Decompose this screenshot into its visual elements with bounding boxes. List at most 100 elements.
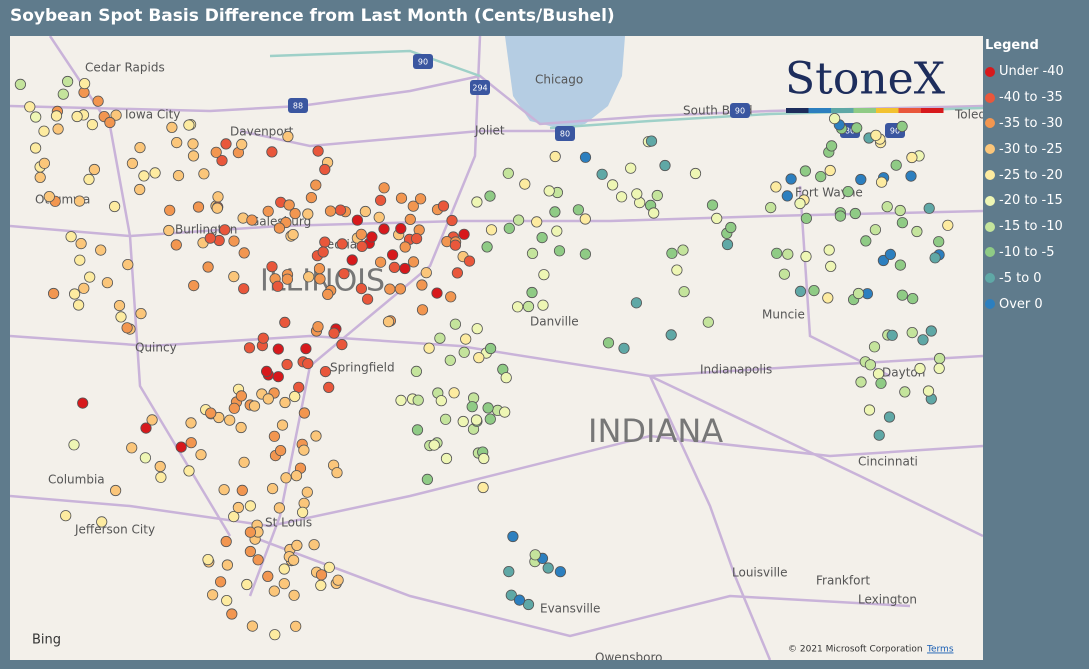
place-label: Danville bbox=[530, 315, 579, 329]
location-dot bbox=[500, 372, 512, 384]
location-dot bbox=[61, 75, 74, 88]
location-dot bbox=[435, 395, 447, 407]
location-dot bbox=[154, 460, 166, 473]
location-dot bbox=[92, 95, 104, 107]
location-dot bbox=[538, 269, 550, 281]
location-dot bbox=[68, 439, 80, 451]
location-dot bbox=[503, 565, 515, 578]
location-dot bbox=[122, 259, 134, 271]
location-dot bbox=[266, 146, 278, 158]
location-dot bbox=[579, 213, 591, 225]
location-dot bbox=[399, 241, 411, 253]
copyright: © 2021 Microsoft Corporation bbox=[788, 645, 923, 655]
legend-label: -5 to 0 bbox=[999, 270, 1042, 286]
location-dot bbox=[410, 365, 422, 377]
location-dot bbox=[815, 171, 827, 183]
location-dot bbox=[138, 170, 150, 182]
legend-label: Under -40 bbox=[999, 64, 1064, 80]
location-dot bbox=[457, 415, 469, 428]
location-dot bbox=[134, 183, 146, 196]
location-dot bbox=[241, 578, 253, 591]
place-label: Columbia bbox=[48, 473, 105, 487]
location-dot bbox=[228, 235, 240, 247]
location-dot bbox=[765, 202, 777, 214]
location-dot bbox=[195, 449, 207, 461]
location-dot bbox=[542, 562, 554, 574]
location-dot bbox=[288, 589, 300, 601]
location-dot bbox=[451, 267, 463, 279]
location-dot bbox=[428, 439, 440, 451]
location-dot bbox=[439, 413, 452, 425]
location-dot bbox=[296, 506, 309, 518]
location-dot bbox=[421, 473, 433, 485]
location-dot bbox=[280, 472, 292, 484]
location-dot bbox=[68, 288, 81, 300]
legend-item: -20 to -15 bbox=[985, 188, 1064, 214]
location-dot bbox=[907, 292, 919, 305]
logo-bar bbox=[876, 108, 899, 113]
location-dot bbox=[378, 182, 390, 194]
location-dot bbox=[34, 171, 46, 183]
location-dot bbox=[834, 210, 847, 222]
terms-link[interactable]: Terms bbox=[926, 645, 954, 655]
place-label: St Louis bbox=[265, 516, 312, 530]
location-dot bbox=[526, 286, 538, 299]
location-dot bbox=[113, 299, 126, 312]
location-dot bbox=[73, 195, 86, 207]
location-dot bbox=[205, 407, 217, 419]
location-dot bbox=[522, 598, 535, 611]
location-dot bbox=[281, 358, 293, 371]
location-dot bbox=[135, 307, 147, 320]
location-dot bbox=[226, 608, 238, 620]
place-label: Owensboro bbox=[595, 651, 662, 661]
location-dot bbox=[423, 342, 435, 354]
location-dot bbox=[204, 232, 216, 244]
location-dot bbox=[72, 299, 85, 311]
location-dot bbox=[261, 365, 273, 377]
location-dot bbox=[842, 186, 854, 198]
location-dot bbox=[446, 214, 458, 227]
location-dot bbox=[298, 407, 310, 419]
location-dot bbox=[252, 554, 264, 566]
location-dot bbox=[79, 77, 91, 90]
location-dot bbox=[869, 224, 882, 236]
location-dot bbox=[47, 287, 60, 300]
location-dot bbox=[221, 594, 233, 607]
location-dot bbox=[411, 424, 424, 436]
location-dot bbox=[312, 321, 324, 333]
location-dot bbox=[522, 300, 535, 313]
location-dot bbox=[302, 208, 314, 220]
location-dot bbox=[281, 273, 293, 285]
location-dot bbox=[192, 201, 205, 213]
location-dot bbox=[549, 206, 561, 218]
location-dot bbox=[183, 119, 195, 131]
shield-label: 80 bbox=[560, 130, 570, 139]
location-dot bbox=[228, 510, 240, 523]
location-dot bbox=[923, 202, 935, 214]
location-dot bbox=[404, 213, 416, 225]
location-dot bbox=[361, 293, 374, 305]
location-dot bbox=[166, 121, 178, 134]
shield-label: 90 bbox=[418, 58, 428, 67]
location-dot bbox=[606, 179, 619, 191]
place-label: Cedar Rapids bbox=[85, 61, 165, 75]
location-dot bbox=[30, 142, 42, 154]
location-dot bbox=[384, 283, 396, 295]
legend-swatch bbox=[985, 170, 995, 181]
provider: Bing bbox=[32, 633, 61, 648]
dots bbox=[14, 75, 954, 641]
location-dot bbox=[257, 332, 269, 344]
location-dot bbox=[366, 231, 378, 243]
location-dot bbox=[212, 191, 224, 203]
location-dot bbox=[395, 394, 407, 406]
location-dot bbox=[721, 238, 734, 251]
location-dot bbox=[172, 170, 185, 182]
location-dot bbox=[860, 235, 872, 247]
location-dot bbox=[781, 190, 793, 202]
location-dot bbox=[356, 240, 368, 252]
location-dot bbox=[266, 261, 278, 273]
location-dot bbox=[503, 222, 515, 234]
location-dot bbox=[706, 199, 719, 211]
location-dot bbox=[877, 254, 890, 267]
location-dot bbox=[269, 629, 281, 641]
